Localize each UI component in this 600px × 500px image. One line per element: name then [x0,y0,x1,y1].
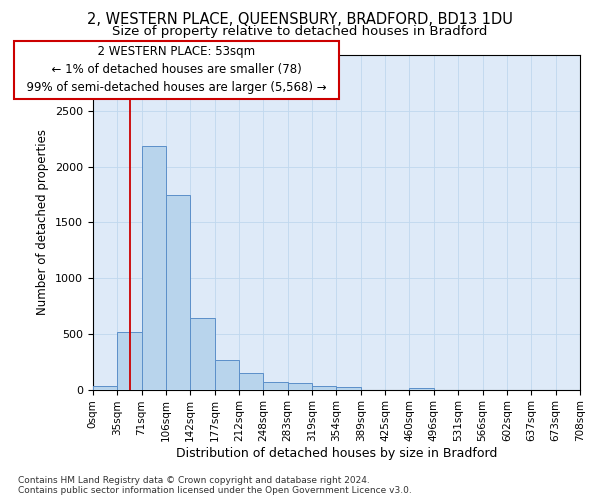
Bar [409,388,434,390]
Bar [312,386,337,390]
Bar [142,146,166,390]
Bar [190,318,215,390]
Bar [117,332,142,390]
Bar [215,360,239,390]
X-axis label: Distribution of detached houses by size in Bradford: Distribution of detached houses by size … [176,447,497,460]
Bar [288,384,312,390]
Bar [263,382,288,390]
Bar [166,194,190,390]
Text: Contains public sector information licensed under the Open Government Licence v3: Contains public sector information licen… [18,486,412,495]
Bar [337,387,361,390]
Text: Size of property relative to detached houses in Bradford: Size of property relative to detached ho… [112,25,488,38]
Bar [93,386,117,390]
Bar [239,374,263,390]
Text: 2 WESTERN PLACE: 53sqm  
  ← 1% of detached houses are smaller (78)  
  99% of s: 2 WESTERN PLACE: 53sqm ← 1% of detached … [19,46,334,94]
Text: Contains HM Land Registry data © Crown copyright and database right 2024.: Contains HM Land Registry data © Crown c… [18,476,370,485]
Text: 2, WESTERN PLACE, QUEENSBURY, BRADFORD, BD13 1DU: 2, WESTERN PLACE, QUEENSBURY, BRADFORD, … [87,12,513,28]
Y-axis label: Number of detached properties: Number of detached properties [37,130,49,316]
